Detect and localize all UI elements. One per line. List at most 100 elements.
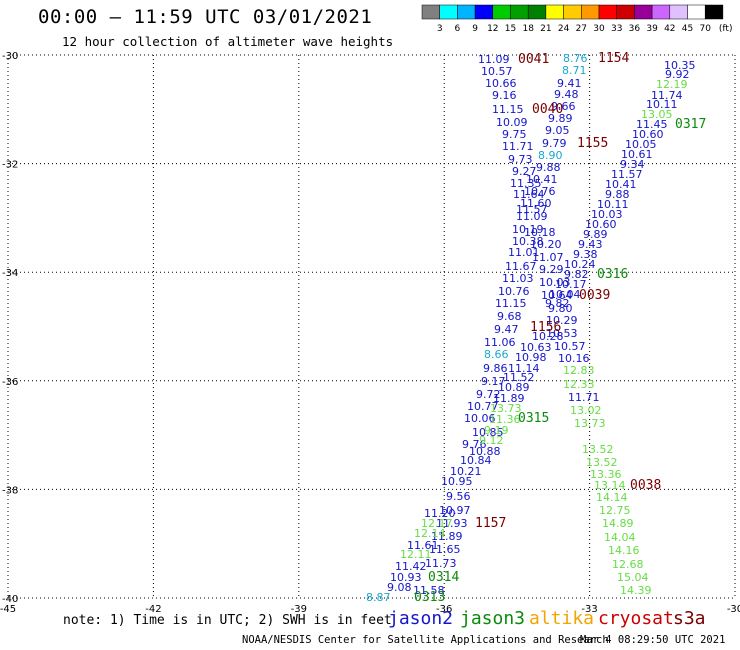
pass-time-label: 0040 bbox=[532, 102, 563, 117]
wave-height-label: 15.04 bbox=[617, 571, 649, 584]
wave-height-label: 10.17 bbox=[555, 278, 587, 291]
wave-height-label: 11.09 bbox=[478, 53, 510, 66]
wave-height-label: 9.76 bbox=[462, 438, 487, 451]
pass-time-label: 1157 bbox=[475, 516, 506, 531]
wave-height-label: 11.09 bbox=[516, 210, 548, 223]
wave-height-label: 10.63 bbox=[520, 341, 552, 354]
credit-date: Mar 4 08:29:50 UTC 2021 bbox=[580, 634, 726, 646]
wave-height-label: 9.89 bbox=[583, 228, 608, 241]
wave-height-label: 9.79 bbox=[542, 137, 567, 150]
colorbar-tick-label: 45 bbox=[682, 24, 693, 34]
wave-height-label: 9.29 bbox=[539, 263, 564, 276]
wave-height-label: 11.03 bbox=[502, 272, 534, 285]
wave-height-label: 12.14 bbox=[414, 527, 446, 540]
wave-height-label: 10.28 bbox=[532, 330, 564, 343]
wave-height-label: 10.98 bbox=[515, 351, 547, 364]
credit-text: NOAA/NESDIS Center for Satellite Applica… bbox=[242, 634, 609, 646]
wave-height-label: 10.16 bbox=[558, 352, 590, 365]
wave-height-label: 10.76 bbox=[524, 185, 556, 198]
wave-height-label: 11.89 bbox=[431, 530, 463, 543]
wave-height-label: 11.67 bbox=[505, 260, 537, 273]
wave-height-label: 11.61 bbox=[407, 539, 439, 552]
wave-height-label: 9.66 bbox=[551, 100, 576, 113]
colorbar-tick-label: 6 bbox=[455, 24, 461, 34]
satellite-legend-s3a: s3a bbox=[673, 608, 706, 629]
wave-height-label: 10.41 bbox=[605, 178, 637, 191]
x-tick-label: -33 bbox=[581, 604, 597, 615]
wave-height-label: 12.68 bbox=[612, 558, 644, 571]
wave-height-label: 11.42 bbox=[395, 560, 427, 573]
colorbar-tick-label: 36 bbox=[629, 24, 641, 34]
wave-height-label: 10.88 bbox=[469, 445, 501, 458]
wave-height-label: 13.14 bbox=[594, 479, 626, 492]
colorbar-tick-label: 42 bbox=[664, 24, 675, 34]
wave-height-label: 11.15 bbox=[492, 103, 524, 116]
pass-time-label: 0039 bbox=[579, 288, 610, 303]
wave-height-label: 10.20 bbox=[530, 238, 562, 251]
wave-height-label: 12.17 bbox=[421, 517, 453, 530]
wave-height-label: 12.19 bbox=[656, 78, 688, 91]
wave-height-label: 11.71 bbox=[568, 391, 600, 404]
wave-height-label: 9.34 bbox=[620, 158, 645, 171]
wave-height-label: 10.19 bbox=[512, 223, 544, 236]
wave-height-label: 9.12 bbox=[479, 434, 504, 447]
wave-height-label: 12.83 bbox=[563, 364, 595, 377]
pass-time-label: 0313 bbox=[414, 590, 445, 605]
x-tick-label: -42 bbox=[145, 604, 161, 615]
wave-height-label: 8.87 bbox=[366, 591, 391, 604]
colorbar-tick-label: 3 bbox=[437, 24, 443, 34]
wave-height-label: 13.52 bbox=[586, 456, 618, 469]
colorbar-tick-label: 9 bbox=[472, 24, 478, 34]
wave-height-label: 11.07 bbox=[532, 251, 564, 264]
wave-height-label: 8.71 bbox=[562, 64, 587, 77]
y-tick-label: -38 bbox=[2, 485, 18, 496]
wave-height-label: 14.89 bbox=[602, 517, 634, 530]
wave-height-label: 14.14 bbox=[596, 491, 628, 504]
wave-height-label: 9.86 bbox=[483, 362, 508, 375]
wave-height-label: 13.36 bbox=[590, 468, 622, 481]
colorbar-tick-label: 30 bbox=[593, 24, 605, 34]
colorbar-tick-label: 12 bbox=[487, 24, 498, 34]
pass-time-label: 0315 bbox=[518, 411, 549, 426]
wave-height-label: 11.01 bbox=[508, 246, 540, 259]
wave-height-label: 9.68 bbox=[497, 310, 522, 323]
wave-height-label: 9.16 bbox=[492, 89, 517, 102]
wave-height-label: 11.65 bbox=[429, 543, 461, 556]
wave-height-label: 9.88 bbox=[536, 161, 561, 174]
wave-height-label: 10.93 bbox=[390, 571, 422, 584]
wave-height-label: 14.39 bbox=[620, 584, 652, 597]
wave-height-label: 10.41 bbox=[526, 173, 558, 186]
wave-height-label: 9.27 bbox=[512, 165, 537, 178]
y-tick-label: -36 bbox=[2, 377, 18, 388]
wave-height-label: 11.73 bbox=[425, 557, 457, 570]
wave-height-label: 8.76 bbox=[563, 52, 588, 65]
wave-height-label: 10.60 bbox=[585, 218, 617, 231]
wave-height-label: 8.66 bbox=[484, 348, 509, 361]
wave-height-label: 10.24 bbox=[564, 258, 596, 271]
x-tick-label: -36 bbox=[436, 604, 452, 615]
wave-height-label: 10.76 bbox=[498, 285, 530, 298]
wave-height-label: 13.73 bbox=[490, 402, 522, 415]
wave-height-label: 9.41 bbox=[557, 77, 582, 90]
wave-height-label: 10.11 bbox=[597, 198, 629, 211]
wave-height-label: 10.97 bbox=[439, 504, 471, 517]
colorbar-swatch bbox=[704, 4, 724, 20]
wave-height-label: 10.09 bbox=[496, 116, 528, 129]
wave-height-label: 10.61 bbox=[621, 148, 653, 161]
y-tick-label: -34 bbox=[2, 268, 18, 279]
x-tick-label: -30 bbox=[727, 604, 740, 615]
wave-height-label: 13.02 bbox=[570, 404, 602, 417]
wave-height-label: 10.64 bbox=[541, 289, 573, 302]
wave-height-label: 11.15 bbox=[495, 297, 527, 310]
wave-height-label: 9.88 bbox=[605, 188, 630, 201]
wave-height-label: 9.19 bbox=[484, 424, 509, 437]
page-subtitle: 12 hour collection of altimeter wave hei… bbox=[62, 34, 394, 49]
color-scale-bar: 3 6 9 12 15 18 21 24 27 30 33 36 39 42 45 70 (ft) bbox=[421, 4, 732, 34]
wave-height-label: 12.33 bbox=[563, 378, 595, 391]
wave-height-label: 11.06 bbox=[484, 336, 516, 349]
wave-height-label: 10.21 bbox=[450, 465, 482, 478]
wave-height-label: 13.73 bbox=[574, 417, 606, 430]
colorbar-tick-label: 27 bbox=[576, 24, 587, 34]
